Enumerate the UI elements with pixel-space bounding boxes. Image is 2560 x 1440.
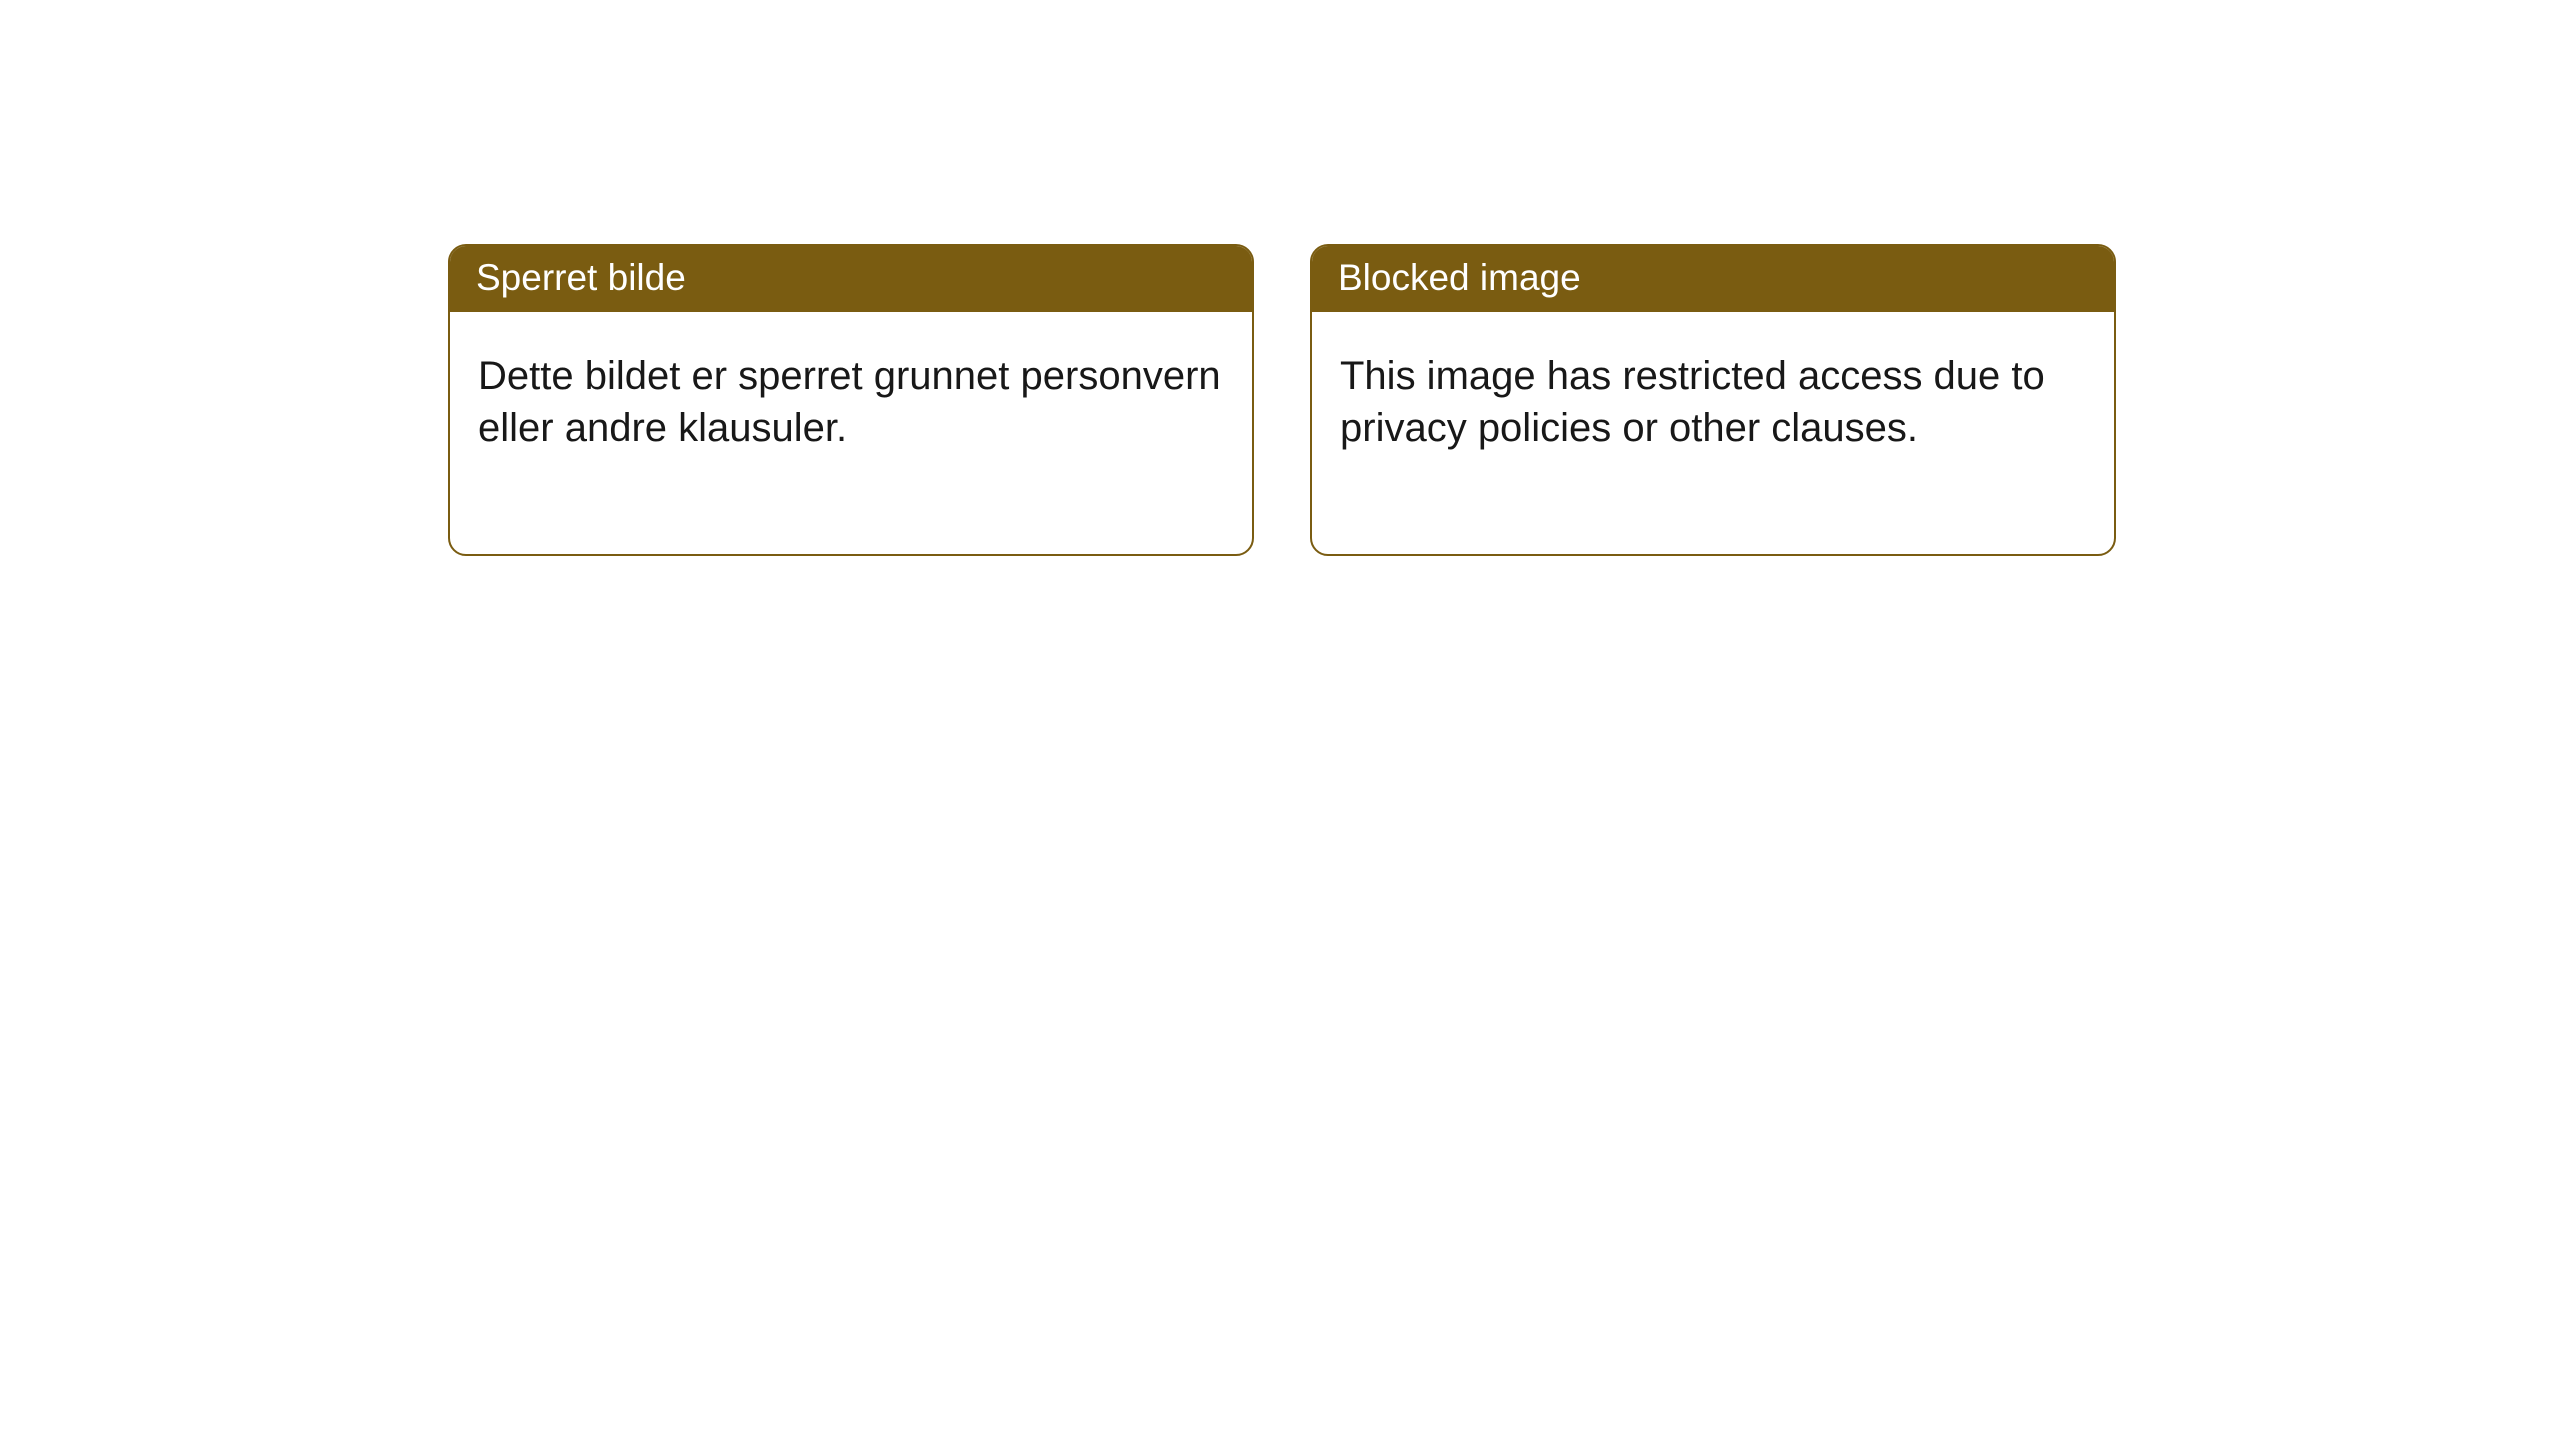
notice-message-english: This image has restricted access due to … [1312, 312, 2114, 554]
notice-message-norwegian: Dette bildet er sperret grunnet personve… [450, 312, 1252, 554]
notice-container: Sperret bilde Dette bildet er sperret gr… [0, 0, 2560, 556]
notice-title-english: Blocked image [1312, 246, 2114, 312]
notice-card-english: Blocked image This image has restricted … [1310, 244, 2116, 556]
notice-title-norwegian: Sperret bilde [450, 246, 1252, 312]
notice-card-norwegian: Sperret bilde Dette bildet er sperret gr… [448, 244, 1254, 556]
